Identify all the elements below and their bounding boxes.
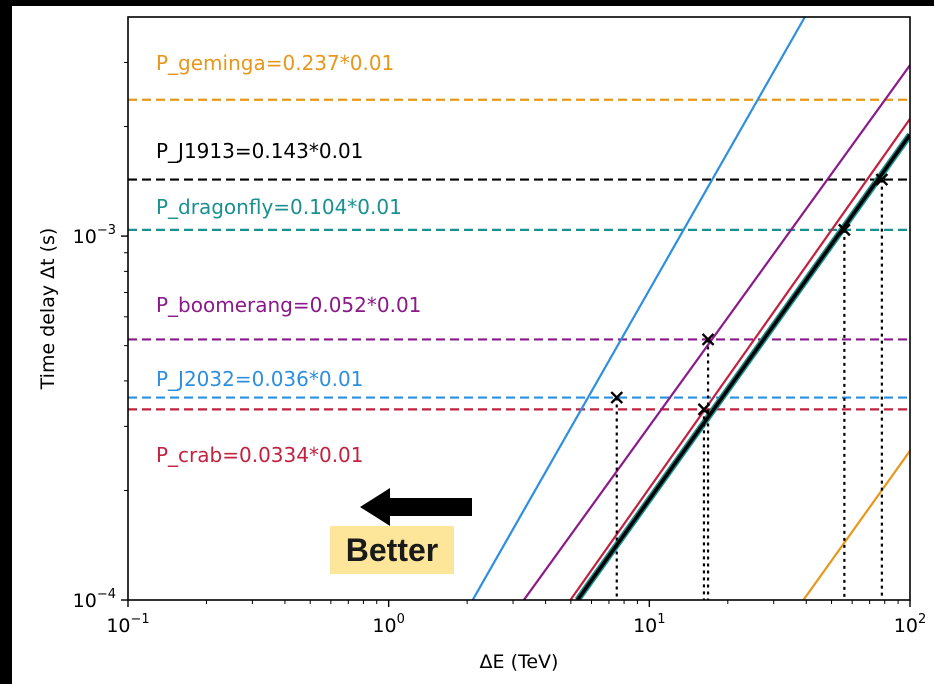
intersection-marker-2 (697, 403, 711, 416)
y-tick-label-0: 10−4 (73, 587, 116, 612)
plot-content (128, 17, 910, 600)
x-tick-label-1: 100 (372, 612, 404, 637)
threshold-label-5: P_crab=0.0334*0.01 (156, 443, 364, 467)
intersection-marker-3 (838, 223, 851, 237)
y-tick-label-1: 10−3 (73, 223, 116, 248)
y-axis-label: Time delay Δt (s) (37, 228, 59, 391)
plot-area (128, 17, 910, 600)
better-direction-arrow (360, 488, 475, 526)
x-tick-label-0: 10−1 (106, 612, 149, 637)
series-line-4 (576, 133, 910, 600)
series-line-2 (569, 118, 910, 600)
intersection-marker-0 (610, 391, 624, 404)
x-tick-label-3: 102 (894, 612, 926, 637)
threshold-label-2: P_dragonfly=0.104*0.01 (156, 195, 402, 219)
left-arrow-icon (360, 488, 472, 526)
threshold-label-0: P_geminga=0.237*0.01 (156, 51, 394, 75)
series-line-1 (522, 64, 910, 600)
series-line-5 (802, 450, 910, 600)
better-label: Better (330, 526, 454, 574)
series-line-0 (471, 17, 806, 600)
threshold-label-3: P_boomerang=0.052*0.01 (156, 293, 421, 317)
threshold-label-4: P_J2032=0.036*0.01 (156, 367, 363, 391)
intersection-marker-1 (701, 333, 715, 346)
axes-frame (127, 16, 911, 601)
x-tick-label-2: 101 (633, 612, 665, 637)
intersection-marker-4 (875, 173, 889, 186)
x-axis-label: ΔE (TeV) (480, 651, 559, 673)
threshold-label-1: P_J1913=0.143*0.01 (156, 139, 363, 163)
